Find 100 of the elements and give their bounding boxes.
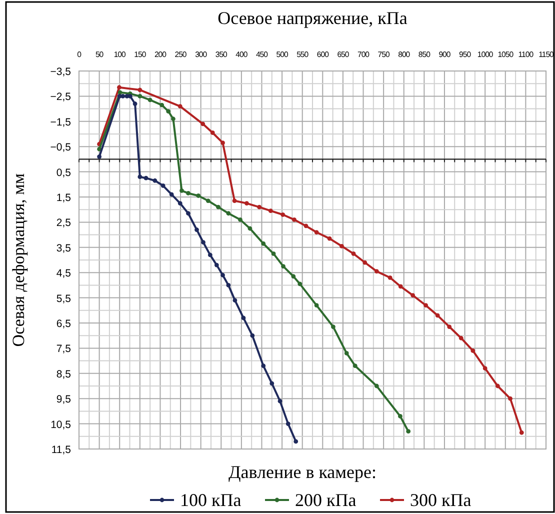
point: [286, 422, 290, 426]
point: [214, 262, 219, 268]
y-tick-label: −1,5: [50, 116, 72, 128]
point: [291, 274, 296, 279]
point: [362, 260, 368, 265]
y-tick-label: 5,5: [56, 292, 72, 305]
point: [138, 94, 142, 98]
point: [241, 316, 246, 320]
point: [138, 88, 142, 92]
point: [351, 252, 356, 256]
y-axis-title: Осевая деформация, мм: [9, 173, 28, 347]
point: [292, 217, 296, 222]
point: [482, 366, 488, 371]
point: [280, 212, 286, 217]
point: [314, 303, 319, 308]
y-tick-label: 1,5: [56, 192, 72, 204]
point: [250, 333, 255, 338]
point: [238, 217, 242, 222]
point: [132, 102, 138, 106]
point: [194, 228, 199, 232]
point: [261, 241, 266, 246]
y-tick-label: −0,5: [50, 142, 72, 154]
point: [447, 324, 452, 329]
point: [435, 313, 440, 318]
point: [196, 194, 201, 198]
point: [271, 252, 276, 256]
point: [398, 284, 403, 289]
point: [398, 414, 402, 418]
point: [519, 430, 524, 435]
point: [281, 264, 286, 268]
point: [220, 272, 225, 278]
point: [160, 183, 166, 188]
y-tick-label: 10,5: [50, 418, 72, 431]
point: [171, 116, 176, 122]
legend-title: Давление в камере:: [228, 462, 377, 482]
point: [201, 240, 206, 245]
y-tick-label: 0,5: [56, 166, 72, 179]
point: [424, 303, 428, 308]
point: [200, 122, 206, 126]
legend-label: 200 кПа: [295, 490, 356, 510]
point: [327, 236, 332, 241]
point: [180, 188, 184, 193]
point: [304, 224, 308, 228]
point: [495, 384, 500, 388]
point: [178, 201, 182, 206]
point: [314, 230, 319, 234]
y-tick-label: 9,5: [56, 394, 72, 406]
point: [186, 191, 190, 196]
point: [410, 293, 416, 298]
y-tick-label: 4,5: [56, 268, 72, 280]
y-tick-label: 6,5: [56, 318, 72, 330]
point: [244, 201, 249, 206]
y-tick-label: 8,5: [56, 368, 72, 380]
y-tick-label: 11,5: [51, 444, 72, 456]
legend-label: 100 кПа: [180, 490, 242, 510]
point: [374, 384, 379, 388]
point: [216, 204, 220, 210]
point: [120, 94, 126, 98]
point: [226, 283, 231, 288]
point: [294, 439, 298, 444]
point: [508, 396, 512, 401]
point: [206, 198, 210, 203]
y-tick-label: 2,5: [56, 217, 72, 230]
point: [226, 211, 231, 216]
point: [220, 140, 225, 146]
point: [148, 98, 152, 102]
point: [186, 211, 190, 216]
point: [152, 178, 158, 183]
point: [278, 398, 282, 404]
point: [340, 244, 344, 248]
y-tick-label: 7,5: [56, 343, 72, 356]
point: [388, 275, 392, 280]
point: [138, 174, 142, 180]
point: [169, 192, 174, 197]
point: [178, 104, 182, 108]
x-axis-title: Осевое напряжение, кПа: [218, 8, 408, 28]
point: [232, 198, 237, 203]
point: [406, 429, 411, 434]
point: [374, 269, 379, 274]
point: [331, 324, 336, 329]
point: [117, 85, 122, 90]
legend-label: 300 кПа: [410, 490, 472, 510]
point: [458, 336, 464, 340]
point: [470, 348, 476, 353]
y-tick-label: −3,5: [50, 66, 72, 78]
point: [344, 351, 349, 356]
point: [232, 298, 238, 303]
point: [268, 208, 273, 214]
point: [352, 364, 358, 368]
point: [144, 176, 148, 180]
point: [97, 154, 102, 159]
y-tick-label: −2,5: [50, 91, 72, 104]
point: [208, 252, 212, 258]
point: [261, 364, 266, 368]
point: [210, 130, 215, 135]
point: [160, 102, 164, 108]
point: [298, 282, 302, 286]
y-tick-label: 3,5: [56, 242, 72, 254]
point: [257, 204, 262, 210]
point: [166, 109, 171, 114]
